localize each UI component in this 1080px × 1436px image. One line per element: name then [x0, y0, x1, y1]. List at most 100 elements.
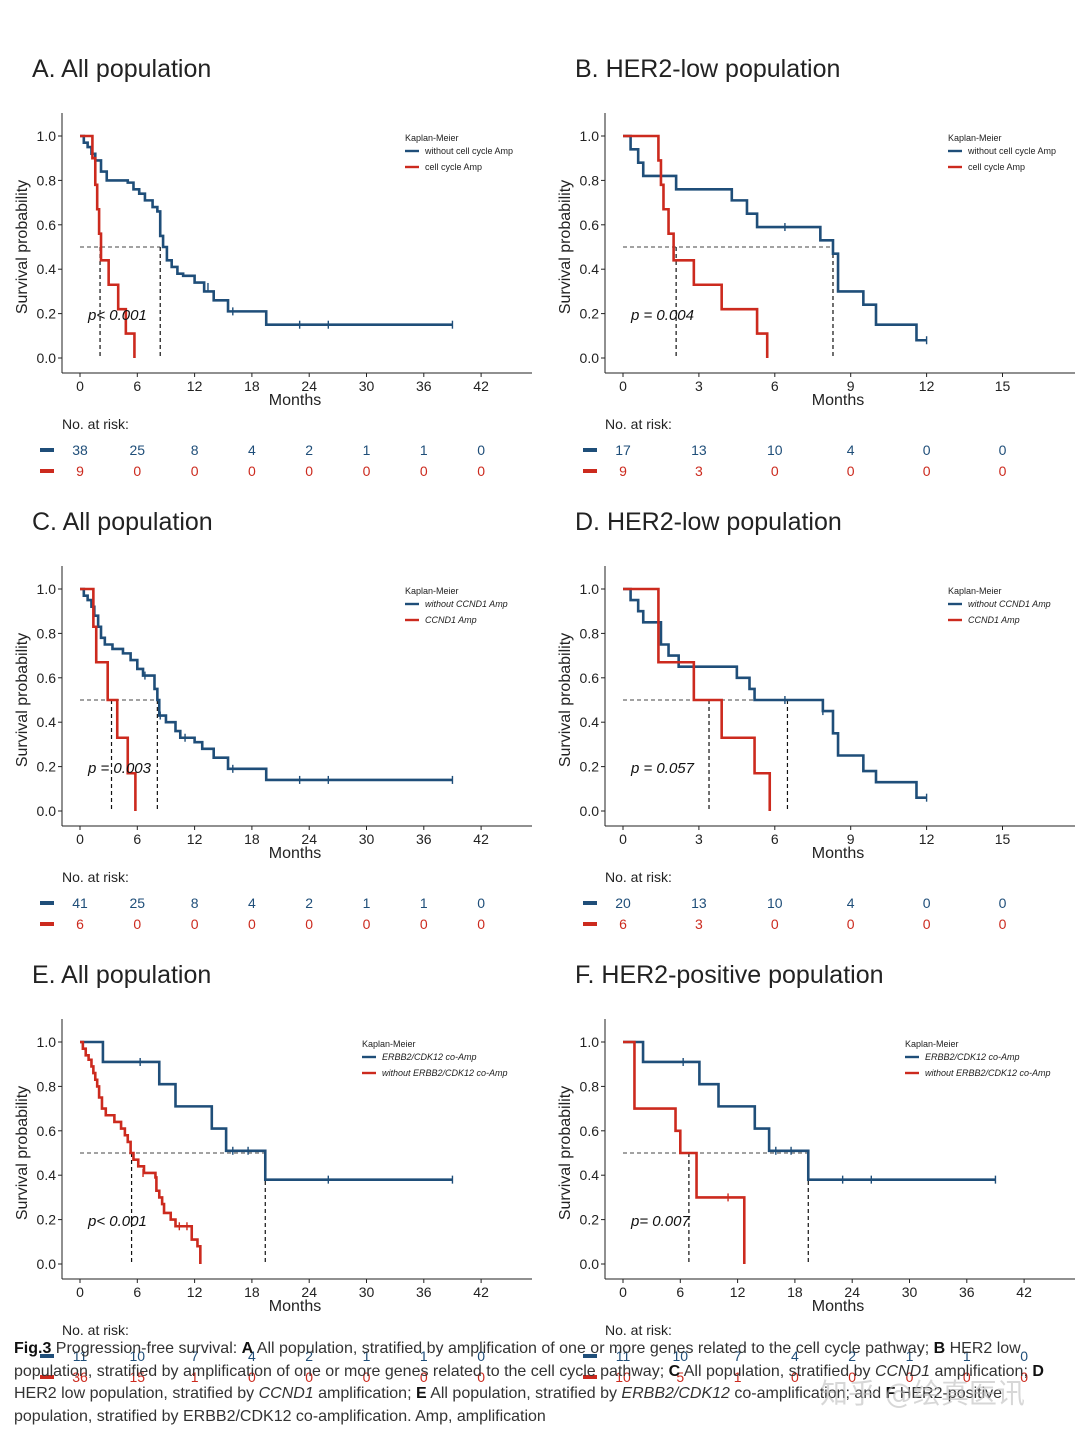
risk-count: 2: [305, 442, 313, 458]
risk-table-title: No. at risk:: [62, 869, 129, 885]
risk-count: 38: [72, 442, 88, 458]
legend-label: ERBB2/CDK12 co-Amp: [925, 1052, 1020, 1062]
watermark-text: 知乎 @绘真医讯: [820, 1377, 1025, 1410]
x-tick-label: 18: [244, 1284, 260, 1300]
x-axis-label: Months: [269, 1298, 321, 1315]
risk-count: 0: [133, 916, 141, 932]
risk-count: 0: [420, 463, 428, 479]
legend-label: without CCND1 Amp: [425, 599, 508, 609]
x-tick-label: 30: [359, 831, 375, 847]
risk-count: 0: [999, 895, 1007, 911]
x-tick-label: 42: [1016, 1284, 1032, 1300]
legend-title: Kaplan-Meier: [362, 1039, 416, 1049]
risk-count: 0: [771, 463, 779, 479]
risk-count: 0: [133, 463, 141, 479]
risk-count: 10: [767, 442, 783, 458]
y-tick-label: 0.0: [37, 1256, 57, 1272]
risk-count: 0: [791, 1369, 799, 1385]
x-tick-label: 6: [133, 831, 141, 847]
legend-label: without ERBB2/CDK12 co-Amp: [925, 1068, 1051, 1078]
km-curve-blue: [80, 1040, 453, 1181]
risk-count: 0: [191, 916, 199, 932]
x-tick-label: 30: [359, 378, 375, 394]
x-tick-label: 36: [959, 1284, 975, 1300]
y-tick-label: 0.8: [580, 1078, 600, 1094]
risk-count: 7: [734, 1348, 742, 1364]
p-value: p< 0.001: [87, 1213, 147, 1230]
legend-label: without CCND1 Amp: [968, 599, 1051, 609]
y-tick-label: 0.4: [37, 1167, 57, 1183]
risk-count: 41: [72, 895, 88, 911]
x-tick-label: 30: [359, 1284, 375, 1300]
risk-count: 13: [691, 895, 707, 911]
risk-count: 7: [191, 1348, 199, 1364]
x-tick-label: 30: [902, 1284, 918, 1300]
risk-count: 0: [1020, 1369, 1028, 1385]
risk-count: 0: [999, 916, 1007, 932]
km-curve-red: [80, 1040, 202, 1264]
panel-D: D. HER2-low population 0.0 0.2 0.4 0.6 0.8 1.0…: [557, 508, 1075, 932]
panel-title: A. All population: [32, 55, 211, 83]
x-tick-label: 12: [919, 378, 935, 394]
y-axis-label: Survival probability: [14, 633, 31, 767]
risk-count: 25: [130, 895, 146, 911]
y-tick-label: 0.8: [37, 625, 57, 641]
risk-count: 1: [363, 1348, 371, 1364]
x-tick-label: 12: [919, 831, 935, 847]
legend-label: without cell cycle Amp: [424, 146, 513, 156]
risk-count: 0: [363, 1369, 371, 1385]
x-tick-label: 36: [416, 378, 432, 394]
panel-title: D. HER2-low population: [575, 508, 842, 536]
p-value: p = 0.057: [630, 760, 695, 777]
y-tick-label: 0.2: [580, 759, 600, 775]
legend-title: Kaplan-Meier: [948, 133, 1002, 143]
risk-count: 9: [76, 463, 84, 479]
risk-count: 8: [191, 442, 199, 458]
risk-count: 1: [191, 1369, 199, 1385]
risk-table-title: No. at risk:: [62, 416, 129, 432]
y-tick-label: 0.6: [37, 217, 57, 233]
x-tick-label: 42: [473, 831, 489, 847]
km-curve-red: [623, 134, 769, 358]
risk-count: 20: [615, 895, 631, 911]
x-tick-label: 12: [187, 831, 203, 847]
risk-count: 0: [305, 916, 313, 932]
risk-count: 2: [305, 895, 313, 911]
risk-count: 11: [73, 1348, 88, 1364]
risk-count: 0: [923, 895, 931, 911]
x-tick-label: 15: [995, 378, 1011, 394]
km-curve-blue: [623, 1040, 996, 1181]
y-tick-label: 0.8: [580, 625, 600, 641]
y-tick-label: 0.6: [37, 670, 57, 686]
km-curve-blue: [623, 134, 927, 342]
p-value: p< 0.001: [87, 307, 147, 324]
risk-count: 1: [420, 442, 428, 458]
x-tick-label: 12: [187, 1284, 203, 1300]
risk-count: 1: [420, 895, 428, 911]
x-tick-label: 24: [844, 1284, 860, 1300]
x-tick-label: 12: [187, 378, 203, 394]
risk-table-title: No. at risk:: [605, 869, 672, 885]
caption-label: Fig.3: [14, 1340, 52, 1357]
x-tick-label: 0: [619, 831, 627, 847]
x-tick-label: 3: [695, 831, 703, 847]
y-tick-label: 1.0: [37, 581, 57, 597]
risk-count: 4: [248, 895, 256, 911]
risk-count: 0: [847, 916, 855, 932]
y-tick-label: 0.4: [580, 714, 600, 730]
y-axis-label: Survival probability: [14, 180, 31, 314]
legend-label: without cell cycle Amp: [967, 146, 1056, 156]
panel-title: F. HER2-positive population: [575, 961, 884, 989]
km-curve-blue: [80, 134, 453, 326]
y-tick-label: 0.2: [37, 759, 57, 775]
risk-count: 1: [963, 1348, 971, 1364]
y-tick-label: 0.4: [37, 714, 57, 730]
risk-count: 2: [848, 1348, 856, 1364]
x-axis-label: Months: [269, 845, 321, 862]
risk-count: 0: [305, 463, 313, 479]
km-curve-blue: [623, 587, 927, 799]
risk-count: 25: [130, 442, 146, 458]
legend-label: CCND1 Amp: [968, 615, 1020, 625]
x-tick-label: 6: [133, 1284, 141, 1300]
